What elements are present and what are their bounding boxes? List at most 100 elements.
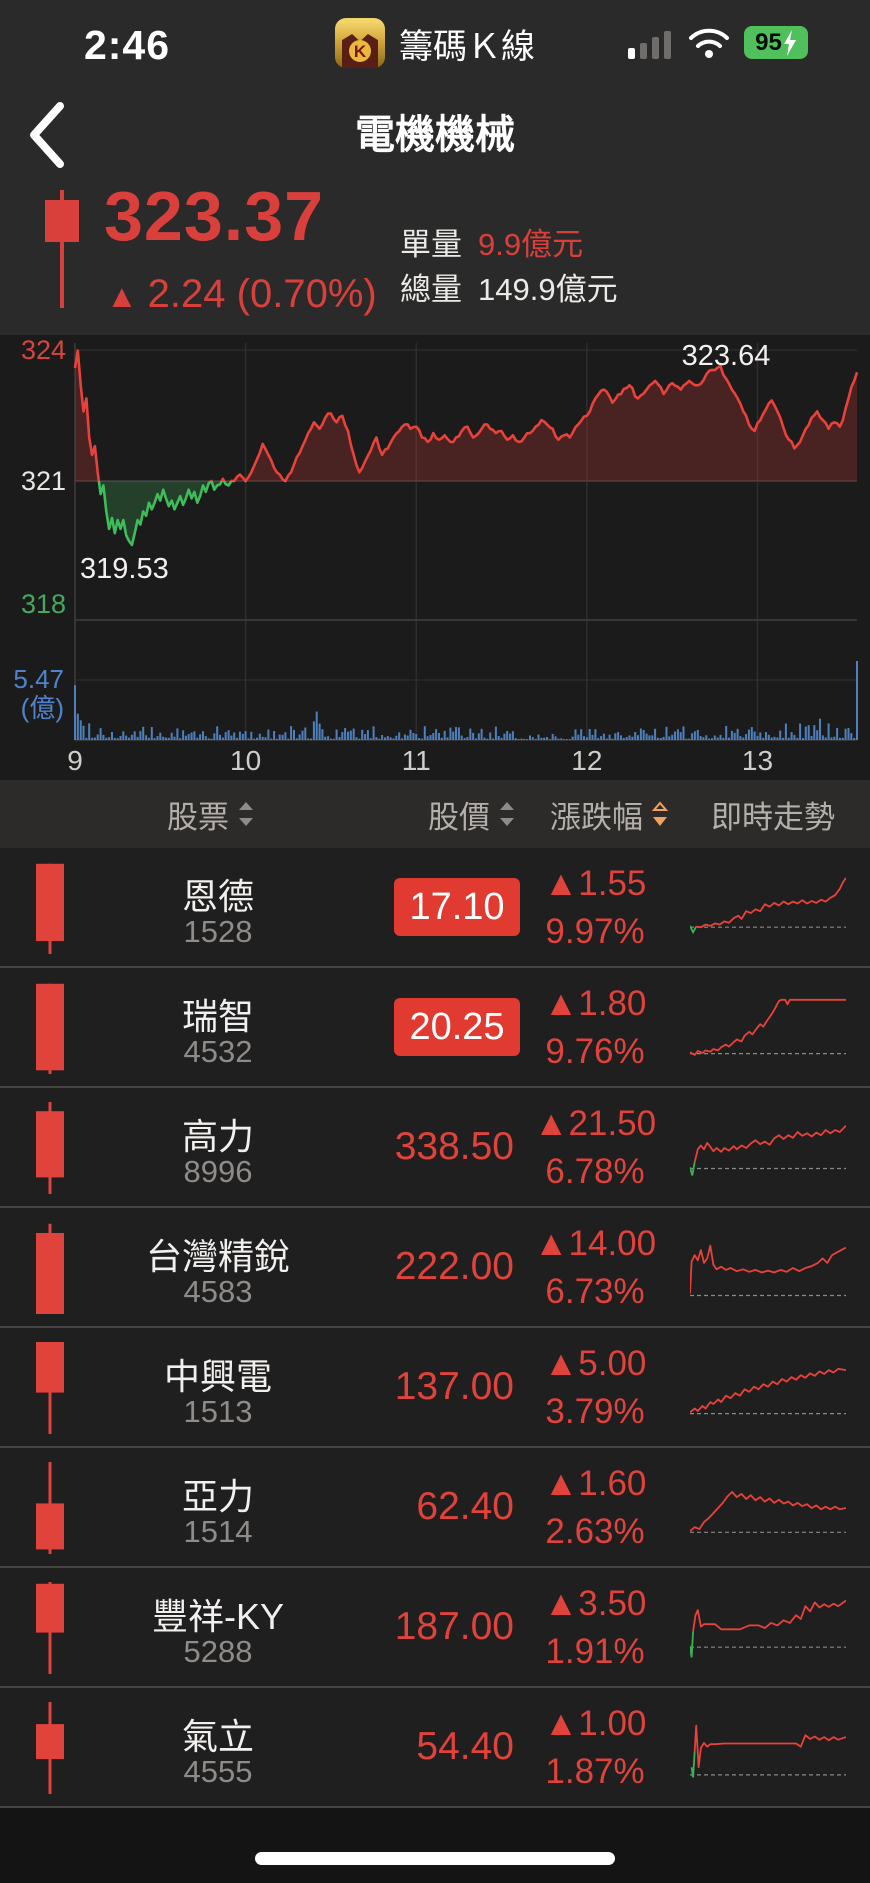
price-value: 137.00 <box>394 1365 514 1408</box>
quote-section: 323.37 ▲ 2.24 (0.70%) 單量 9.9億元 總量 149.9億元 <box>0 177 870 335</box>
change-percent: 2.63% <box>545 1512 645 1551</box>
svg-text:318: 318 <box>21 589 66 619</box>
price-badge-limit-up: 20.25 <box>394 998 520 1056</box>
price-value: 54.40 <box>416 1725 514 1768</box>
stock-table: 恩德 1528 17.10 ▲1.55 9.97% 瑞智 4532 20.25 … <box>0 848 870 1808</box>
sort-header-price-label: 股價 <box>428 799 490 835</box>
sparkline-chart <box>690 1724 846 1778</box>
change-percent: 6.78% <box>545 1152 645 1191</box>
candlestick-icon <box>36 1582 64 1674</box>
sparkline-chart <box>690 1491 846 1533</box>
svg-text:9: 9 <box>67 745 83 776</box>
candlestick-icon <box>36 1462 64 1554</box>
change-value: ▲1.80 <box>543 984 647 1023</box>
stock-row-8996[interactable]: 高力 8996 338.50 ▲21.50 6.78% <box>0 1088 870 1208</box>
svg-text:5.47: 5.47 <box>13 664 64 694</box>
change-percent: 9.76% <box>545 1032 645 1071</box>
sort-icon-active-desc <box>651 801 669 826</box>
change-percent: 1.87% <box>545 1752 645 1791</box>
battery-indicator: 95 <box>744 26 808 59</box>
app-logo-icon: K <box>335 18 385 68</box>
change-value: ▲3.50 <box>543 1584 647 1623</box>
sort-header-price[interactable]: 股價 <box>428 780 516 848</box>
app-name: 籌碼Ｋ線 <box>399 27 535 66</box>
stock-row-4532[interactable]: 瑞智 4532 20.25 ▲1.80 9.76% <box>0 968 870 1088</box>
index-change: ▲ 2.24 (0.70%) <box>106 272 377 317</box>
candlestick-icon <box>36 863 64 954</box>
candlestick-icon <box>36 1223 64 1314</box>
change-value: ▲21.50 <box>533 1104 657 1143</box>
stock-code: 4532 <box>183 1034 253 1069</box>
change-value: ▲14.00 <box>533 1224 657 1263</box>
sparkline-chart <box>690 1599 846 1658</box>
price-value: 187.00 <box>394 1605 514 1648</box>
sort-icon <box>239 802 253 826</box>
svg-text:323.64: 323.64 <box>682 340 771 372</box>
change-value: ▲5.00 <box>543 1344 647 1383</box>
nav-bar: 電機機械 <box>0 88 870 180</box>
change-value: ▲1.60 <box>543 1464 647 1503</box>
change-percent: 3.79% <box>545 1392 645 1431</box>
total-volume-value: 149.9億元 <box>478 272 618 307</box>
header-realtime-trend: 即時走勢 <box>711 780 835 848</box>
price-value: 222.00 <box>394 1245 514 1288</box>
svg-text:12: 12 <box>571 745 602 776</box>
sort-header-stock[interactable]: 股票 <box>167 780 255 848</box>
svg-text:324: 324 <box>21 335 66 365</box>
candlestick-icon <box>36 1102 64 1194</box>
index-change-value: 2.24 <box>147 272 226 316</box>
stock-code: 5288 <box>183 1634 253 1669</box>
stock-name: 亞力 <box>181 1476 254 1517</box>
total-volume-label: 總量 <box>400 272 462 307</box>
svg-text:321: 321 <box>21 466 66 496</box>
price-value: 62.40 <box>416 1485 514 1528</box>
stock-code: 1514 <box>183 1514 253 1549</box>
price-badge-limit-up: 17.10 <box>394 878 520 936</box>
stock-code: 8996 <box>183 1154 253 1189</box>
stock-name: 氣立 <box>181 1716 254 1757</box>
stock-row-1514[interactable]: 亞力 1514 62.40 ▲1.60 2.63% <box>0 1448 870 1568</box>
candlestick-icon <box>36 1702 64 1794</box>
stock-name: 中興電 <box>163 1356 272 1397</box>
sort-icon <box>500 802 514 826</box>
stock-name: 豐祥-KY <box>151 1596 284 1637</box>
stock-code: 1528 <box>183 914 253 949</box>
change-percent: 6.73% <box>545 1272 645 1311</box>
stock-row-5288[interactable]: 豐祥-KY 5288 187.00 ▲3.50 1.91% <box>0 1568 870 1688</box>
charging-bolt-icon <box>783 29 796 56</box>
sparkline-chart <box>690 877 846 935</box>
change-value: ▲1.00 <box>543 1704 647 1743</box>
svg-text:(億): (億) <box>21 693 64 723</box>
sort-header-change-label: 漲跌幅 <box>550 799 643 835</box>
sparkline-chart <box>690 1244 846 1297</box>
stock-name: 恩德 <box>181 876 254 917</box>
sparkline-chart <box>690 998 846 1056</box>
stock-row-4555[interactable]: 氣立 4555 54.40 ▲1.00 1.87% <box>0 1688 870 1808</box>
stock-code: 1513 <box>183 1394 253 1429</box>
stock-row-1528[interactable]: 恩德 1528 17.10 ▲1.55 9.97% <box>0 848 870 968</box>
candlestick-icon <box>36 983 64 1074</box>
unit-volume-label: 單量 <box>400 227 462 262</box>
sparkline-chart <box>690 1367 846 1415</box>
back-button[interactable] <box>24 98 70 172</box>
svg-text:13: 13 <box>742 745 773 776</box>
home-indicator[interactable] <box>255 1852 615 1865</box>
svg-text:10: 10 <box>230 745 261 776</box>
stock-name: 瑞智 <box>181 996 254 1037</box>
app-chip: K 籌碼Ｋ線 <box>0 18 870 68</box>
table-header: 股票 股價 漲跌幅 即時走勢 <box>0 780 870 848</box>
index-change-percent: (0.70%) <box>236 272 377 316</box>
candlestick-icon <box>36 1342 64 1434</box>
sort-header-change[interactable]: 漲跌幅 <box>550 780 669 848</box>
header-realtime-trend-label: 即時走勢 <box>711 799 835 835</box>
svg-text:319.53: 319.53 <box>80 553 169 585</box>
stock-name: 台灣精銳 <box>145 1236 290 1277</box>
stock-row-4583[interactable]: 台灣精銳 4583 222.00 ▲14.00 6.73% <box>0 1208 870 1328</box>
status-bar: 2:46 K 籌碼Ｋ線 95 <box>0 0 870 88</box>
index-candle-icon <box>45 190 79 308</box>
stock-row-1513[interactable]: 中興電 1513 137.00 ▲5.00 3.79% <box>0 1328 870 1448</box>
index-price: 323.37 <box>104 177 325 255</box>
price-value: 338.50 <box>394 1125 514 1168</box>
intraday-chart[interactable]: 324 321 318 5.47 (億) 9 10 11 12 13 323.64 319.53 <box>0 335 870 780</box>
volume-summary: 單量 9.9億元 總量 149.9億元 <box>400 222 618 312</box>
